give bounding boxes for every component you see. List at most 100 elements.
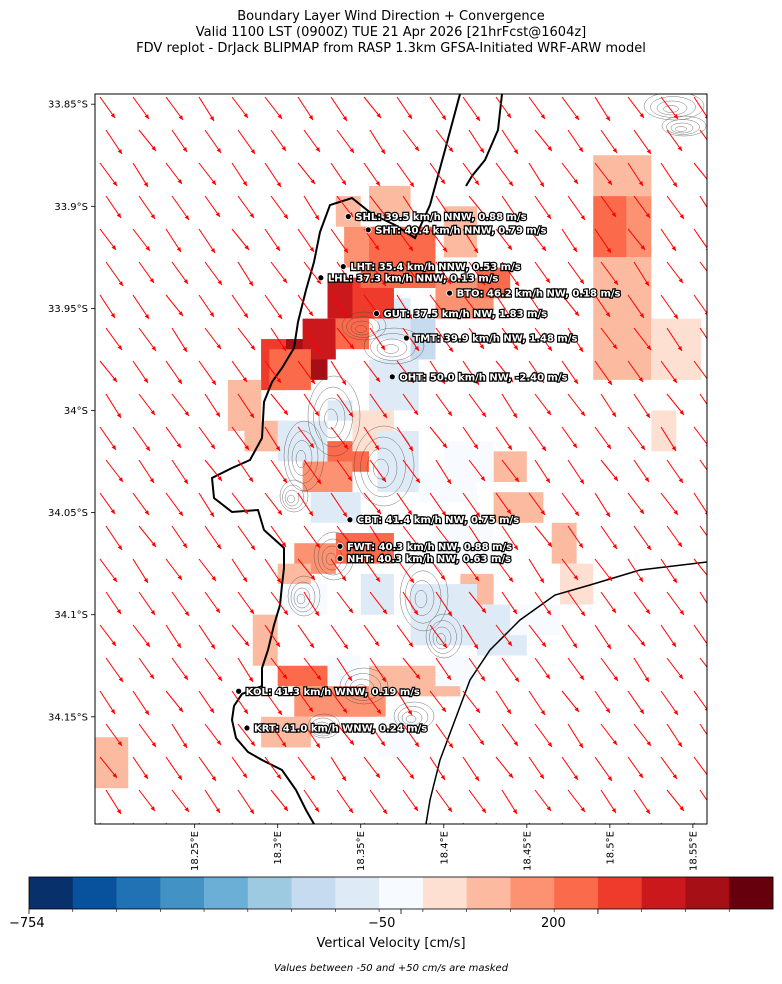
wind-arrow [627,492,645,515]
wind-arrow [534,723,553,748]
velocity-cell [261,716,311,748]
x-tick-label: 18.3°E [273,831,284,865]
wind-arrow [231,690,249,715]
coastline-north [465,94,503,187]
velocity-cell [302,461,353,493]
wind-arrow [660,690,679,716]
wind-arrow [105,327,123,351]
wind-arrow [303,591,320,617]
wind-arrow [501,129,519,155]
wind-arrow [237,657,254,683]
colorbar-swatch [466,877,511,909]
wind-arrow [600,327,618,350]
wind-arrow [435,789,453,813]
wind-arrow [237,591,255,615]
wind-arrow [462,558,480,582]
wind-arrow [561,558,579,581]
wind-arrow [627,690,645,715]
wind-arrow [396,360,415,384]
velocity-cell [360,573,394,615]
wind-arrow [699,591,707,605]
velocity-cell [410,318,436,360]
terrain-contour [373,458,389,480]
wind-arrow [462,492,481,518]
terrain-contour [318,397,346,439]
wind-arrow [534,393,552,416]
wind-arrow [402,327,420,352]
wind-arrow [99,294,116,319]
terrain-contour [282,484,304,510]
wind-arrow [99,756,118,779]
wind-arrow [132,690,150,716]
wind-arrow [132,756,149,780]
wind-arrow [171,129,188,153]
wind-arrow [501,195,518,219]
wind-arrow [495,822,498,824]
wind-arrow [105,393,122,419]
wind-arrow [600,129,618,154]
wind-arrow [330,624,349,650]
wind-arrow [402,723,420,748]
colorbar-tick-min: −754 [9,916,45,931]
station-label: OHT: 50.0 km/h NW, -2.40 m/s [399,372,567,383]
wind-arrow [198,624,216,650]
wind-arrow [561,756,579,781]
wind-arrow [171,459,189,485]
wind-arrow [336,261,353,286]
wind-arrow [402,657,421,680]
colorbar-swatch [422,877,467,909]
velocity-cell [435,522,494,564]
wind-arrow [495,294,512,319]
terrain-contour [661,115,707,137]
wind-arrow [567,195,586,221]
wind-arrow [138,591,156,616]
wind-arrow [435,591,453,617]
terrain-contour [355,325,367,333]
wind-arrow [303,129,321,153]
wind-arrow [396,822,399,824]
wind-arrow [699,261,707,272]
wind-arrow [693,756,707,778]
chart-title-line-2: Valid 1100 LST (0900Z) TUE 21 Apr 2026 [… [195,25,587,40]
wind-arrow [396,162,415,188]
terrain-contour [393,701,435,731]
wind-arrow [369,129,386,155]
wind-arrow [528,162,545,188]
velocity-cell [593,257,652,380]
terrain-contour [350,320,374,336]
station-label: BTO: 46.2 km/h NW, 0.18 m/s [457,289,621,300]
station-marker [344,213,352,220]
wind-arrow [270,459,288,484]
wind-arrow [501,261,520,287]
station-label: KRT: 41.0 km/h WNW, 0.24 m/s [254,724,427,735]
station-oht: OHT: 50.0 km/h NW, -2.40 m/s [388,371,569,385]
wind-arrow [270,195,289,220]
wind-arrow [303,327,321,353]
wind-arrow [594,228,612,254]
wind-arrow [132,294,150,320]
wind-arrow [402,591,419,616]
wind-arrow [468,657,486,682]
wind-arrow [396,492,413,516]
wind-arrow [336,591,354,614]
station-shl: SHL: 39.5 km/h NNW, 0.88 m/s [344,211,528,224]
wind-arrow [666,261,684,284]
wind-arrow [534,657,551,680]
wind-arrow [561,96,580,121]
station-marker [243,724,251,732]
wind-arrow [198,492,215,518]
station-marker [388,373,396,381]
wind-arrow [132,228,151,252]
wind-arrow [495,492,512,515]
wind-arrow [600,657,619,682]
wind-arrow [429,96,447,121]
terrain-contour [313,721,331,735]
station-kol: KOL: 41.3 km/h WNW, 0.19 m/s [235,686,421,699]
colorbar-swatch [160,877,205,909]
station-label: SHT: 40.4 km/h NNW, 0.79 m/s [375,225,546,236]
x-tick-label: 18.45°E [522,831,533,871]
wind-arrow [567,657,585,681]
wind-arrow [237,459,254,483]
wind-arrow [105,129,123,155]
wind-arrow [627,360,644,383]
